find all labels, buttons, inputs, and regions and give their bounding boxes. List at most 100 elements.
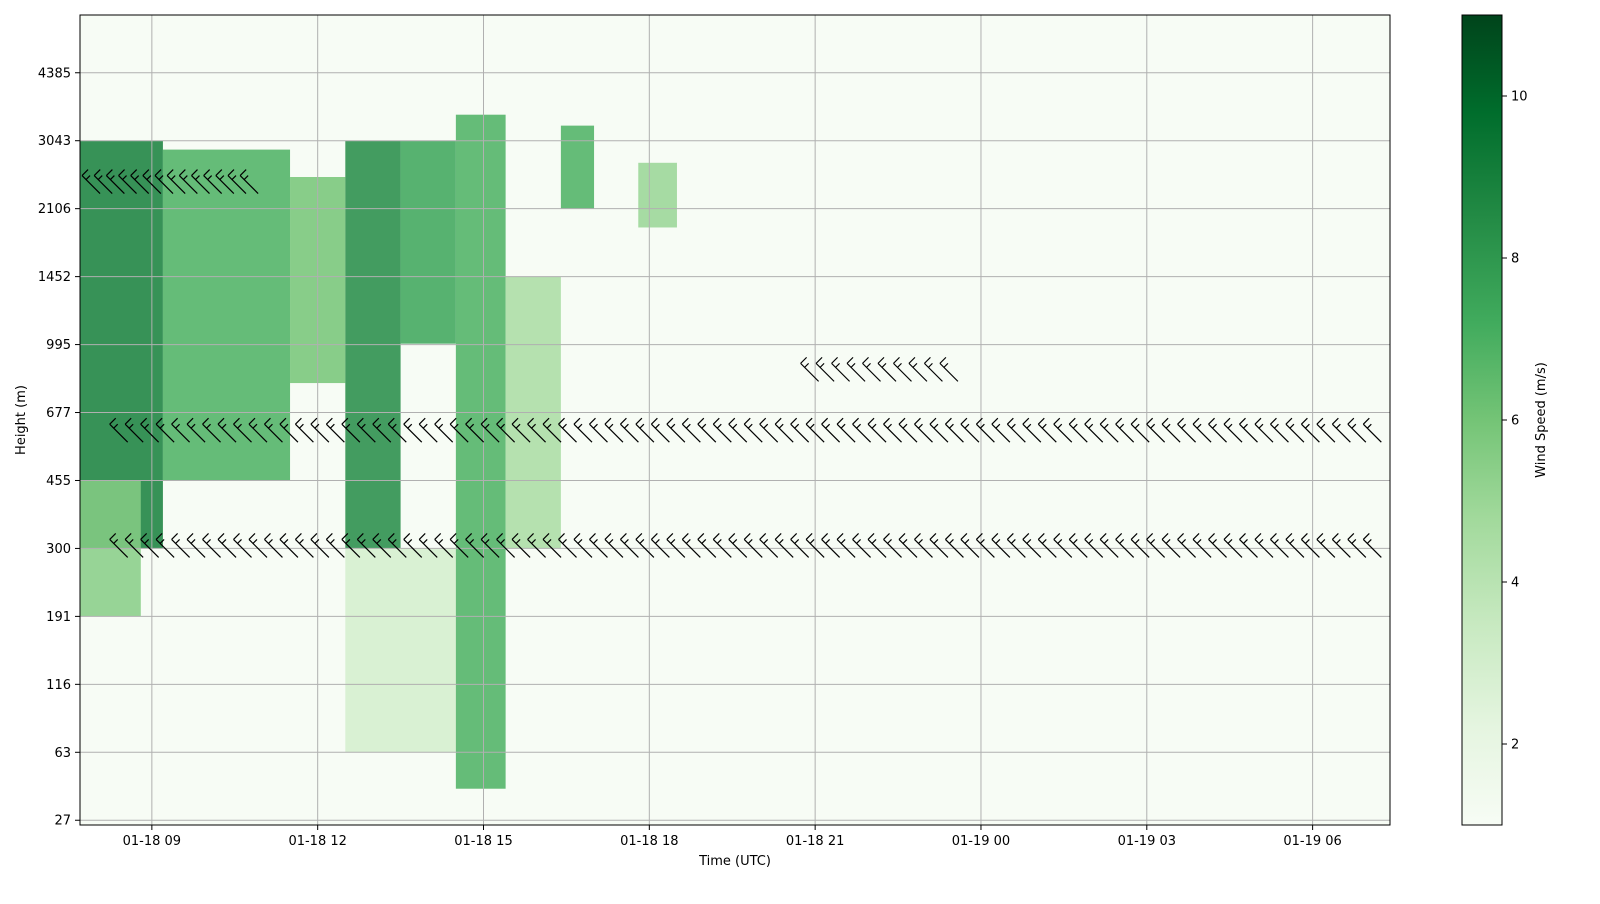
wind-barb-9 [248,533,268,558]
wind-barb-79 [1331,533,1351,558]
wind-barb-51 [898,533,918,558]
wind-barb-145 [1084,417,1104,443]
wind-barb-179 [142,169,162,194]
grid-lines [80,15,1390,825]
wind-barb-74 [1254,533,1274,558]
wind-barb-182 [178,169,198,194]
x-tick-label-7: 01-19 06 [1283,834,1341,849]
wind-barb-32 [604,533,624,558]
wind-barb-10 [264,533,283,558]
colorbar-tick-label-2: 6 [1511,414,1519,429]
wind-barb-43 [774,533,794,558]
wind-barb-66 [1130,533,1150,558]
wind-barb-153 [1208,417,1227,443]
wind-barb-134 [914,417,933,443]
wind-barb-144 [1068,417,1088,443]
wind-barb-113 [589,417,608,443]
wind-barb-52 [914,533,933,558]
wind-barb-98 [356,417,376,443]
wind-barb-127 [805,417,825,443]
wind-barb-33 [620,533,639,558]
wind-barb-37 [681,533,701,558]
y-axis-ticks: 27 63 116 191 300 455 677 995 1452 2106 3043 4385 [38,66,80,829]
wind-barb-170 [893,356,912,382]
wind-barb-77 [1300,533,1320,558]
wind-barb-101 [403,417,423,443]
wind-barb-57 [991,533,1011,558]
wind-barb-47 [836,533,856,558]
wind-barb-151 [1177,417,1197,443]
wind-barb-35 [650,533,670,558]
wind-barb-76 [1285,533,1305,558]
wind-barb-70 [1192,533,1212,558]
y-tick-label-6: 677 [46,406,71,421]
y-tick-label-9: 2106 [38,202,71,217]
wind-barb-49 [867,533,887,558]
wind-barb-46 [821,533,841,558]
wind-barb-118 [666,417,686,443]
wind-barb-128 [821,417,841,443]
wind-barb-91 [248,417,268,443]
wind-barb-48 [852,533,872,558]
x-tick-label-6: 01-19 03 [1118,834,1176,849]
wind-barb-178 [130,169,150,194]
wind-barb-82 [109,417,129,443]
wind-barb-16 [356,533,376,558]
wind-barb-88 [202,417,221,443]
heatmap-cell-7 [455,114,506,789]
wind-barb-96 [325,417,345,443]
wind-barb-185 [215,169,235,194]
wind-barb-56 [975,533,995,558]
wind-barb-154 [1223,417,1243,443]
wind-barb-120 [697,417,717,443]
wind-barb-165 [815,356,835,382]
wind-barb-169 [877,356,897,382]
wind-barb-73 [1239,533,1258,558]
y-tick-label-10: 3043 [38,134,71,149]
wind-barb-159 [1300,417,1320,443]
wind-barb-108 [511,417,531,443]
wind-barb-147 [1115,417,1135,443]
wind-barbs [81,169,1382,558]
wind-barb-17 [372,533,392,558]
wind-barb-109 [527,417,546,443]
wind-barb-92 [264,417,283,443]
wind-barb-132 [883,417,902,443]
wind-barb-183 [191,169,210,194]
wind-barb-137 [960,417,980,443]
wind-barb-105 [465,417,485,443]
colorbar-ticks: 2 4 6 8 10 [1502,90,1528,753]
wind-barb-38 [697,533,717,558]
wind-barb-143 [1053,417,1073,443]
wind-barb-84 [140,417,160,443]
heatmap-cell-2 [162,149,291,481]
wind-barb-93 [279,417,299,443]
y-tick-label-1: 63 [54,746,71,761]
colorbar: 2 4 6 8 10 Wind Speed (m/s) [1461,14,1549,826]
wind-barb-86 [171,417,191,443]
wind-barb-41 [743,533,763,558]
wind-barb-3 [155,533,175,558]
x-tick-label-3: 01-18 18 [620,834,678,849]
wind-barb-68 [1161,533,1181,558]
wind-barb-161 [1331,417,1351,443]
wind-barb-142 [1037,417,1057,443]
wind-barb-122 [728,417,748,443]
x-axis-ticks: 01-18 09 01-18 12 01-18 15 01-18 18 01-18 21… [123,825,1342,849]
heatmap-cell-5 [400,140,456,344]
wind-barb-171 [908,356,928,382]
wind-barb-152 [1192,417,1212,443]
wind-barb-44 [790,533,810,558]
x-tick-label-5: 01-19 00 [952,834,1010,849]
colorbar-gradient [1461,14,1503,826]
wind-barb-173 [939,356,959,382]
wind-barb-30 [573,533,593,558]
wind-barb-184 [203,169,223,194]
wind-barb-115 [620,417,639,443]
wind-barb-87 [186,417,206,443]
wind-barb-62 [1068,533,1088,558]
wind-barb-102 [418,417,438,443]
wind-barb-157 [1270,417,1289,443]
